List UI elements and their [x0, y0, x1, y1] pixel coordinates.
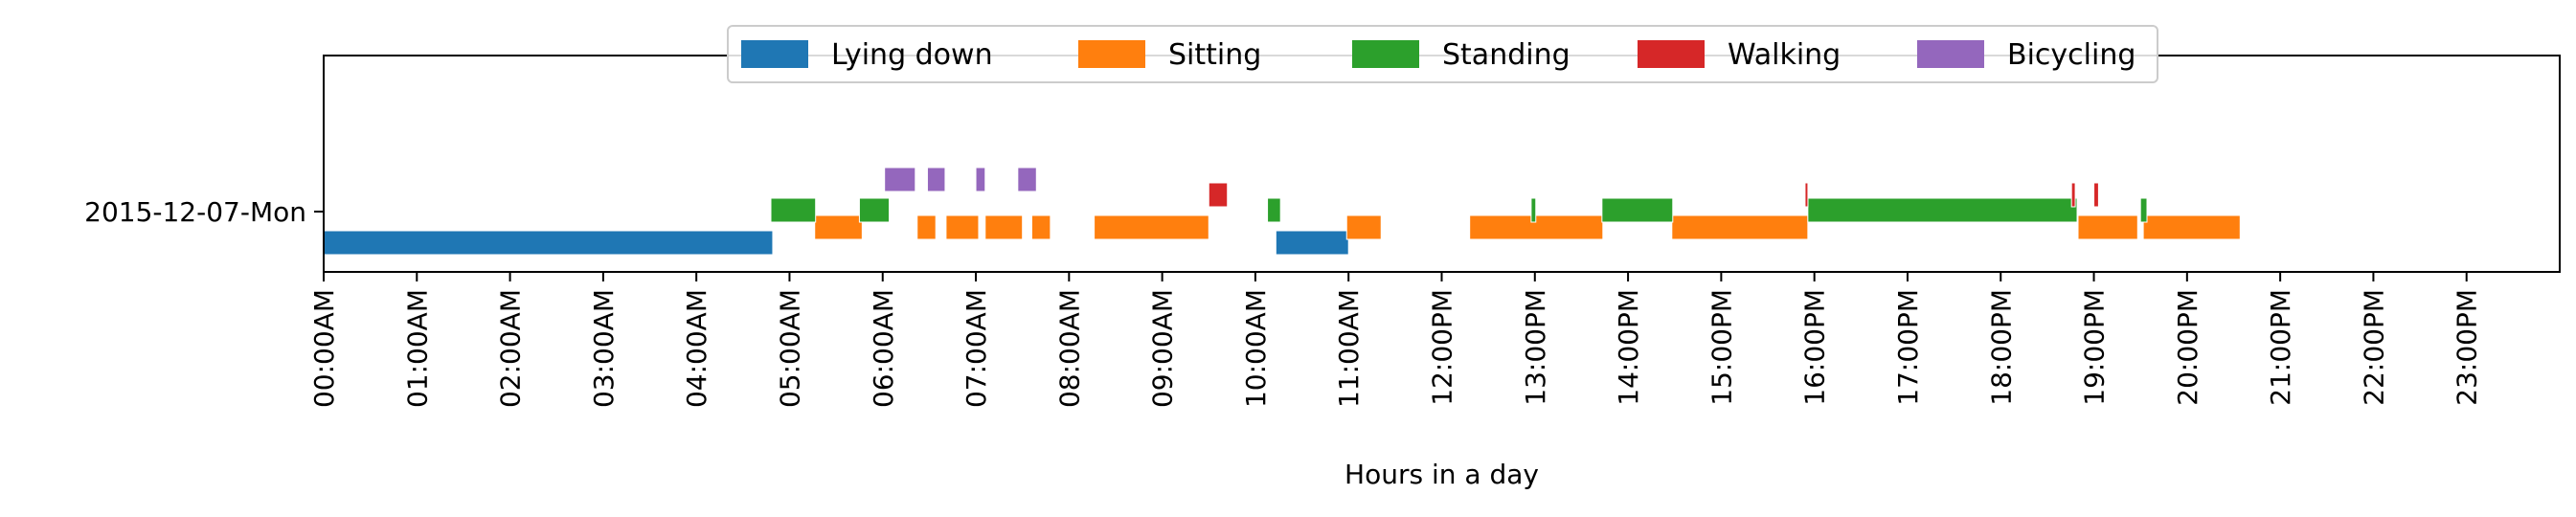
x-tick-label: 14:00PM [1613, 289, 1644, 406]
x-tick-label: 18:00PM [1985, 289, 2017, 406]
legend-label: Standing [1442, 38, 1570, 72]
legend-entry-standing: Standing [1352, 38, 1570, 72]
bar-sitting-8 [1671, 214, 1809, 240]
x-tick-label: 05:00AM [774, 289, 805, 408]
legend-entry-lying-down: Lying down [741, 38, 993, 72]
bar-standing-6 [2139, 197, 2148, 223]
bar-standing-5 [1807, 197, 2078, 223]
bar-sitting-9 [2077, 214, 2138, 240]
x-tick-label: 22:00PM [2358, 289, 2389, 406]
x-tick-label: 08:00AM [1053, 289, 1085, 408]
x-axis: 00:00AM 01:00AM 02:00AM 03:00AM 04:00AM 05:00… [308, 272, 2483, 408]
legend-label: Sitting [1168, 38, 1261, 72]
series-walking [1208, 182, 2099, 208]
bar-walking-2 [2070, 182, 2076, 208]
timeline-bars [323, 167, 2241, 256]
legend-swatch [741, 40, 808, 68]
x-tick-label: 07:00AM [960, 289, 992, 408]
x-tick-label: 17:00PM [1892, 289, 1924, 406]
y-axis: 2015-12-07-Mon [84, 196, 324, 228]
x-tick-label: 11:00AM [1333, 289, 1365, 408]
bar-standing-3 [1530, 197, 1537, 223]
x-axis-label: Hours in a day [1344, 459, 1539, 490]
x-tick-label: 16:00PM [1799, 289, 1831, 406]
legend-entry-walking: Walking [1638, 38, 1841, 72]
bar-sitting-1 [916, 214, 937, 240]
x-tick-label: 21:00PM [2265, 289, 2296, 406]
legend-entry-bicycling: Bicycling [1917, 38, 2135, 72]
bar-sitting-5 [1094, 214, 1209, 240]
x-tick-label: 06:00AM [868, 289, 899, 408]
x-tick-label: 02:00AM [495, 289, 527, 408]
bar-sitting-6 [1345, 214, 1382, 240]
bar-bicycling-1 [926, 167, 946, 192]
legend-swatch [1352, 40, 1419, 68]
series-bicycling [884, 167, 1037, 192]
x-tick-label: 12:00PM [1427, 289, 1458, 406]
legend-label: Walking [1728, 38, 1841, 72]
x-tick-label: 23:00PM [2452, 289, 2483, 406]
y-tick-label: 2015-12-07-Mon [84, 196, 306, 228]
x-tick-label: 01:00AM [401, 289, 433, 408]
bar-walking-0 [1208, 182, 1229, 208]
bar-sitting-2 [945, 214, 980, 240]
legend-swatch [1638, 40, 1705, 68]
bar-lying-down-1 [1275, 230, 1349, 256]
x-tick-label: 13:00PM [1520, 289, 1551, 406]
x-tick-label: 19:00PM [2079, 289, 2111, 406]
legend-swatch [1078, 40, 1145, 68]
legend-label: Lying down [831, 38, 993, 72]
legend: Lying down Sitting Standing Walking Bicyclin… [727, 25, 2158, 83]
bar-sitting-0 [814, 214, 863, 240]
bar-standing-1 [858, 197, 891, 223]
x-tick-label: 15:00PM [1706, 289, 1737, 406]
bar-standing-2 [1267, 197, 1281, 223]
series-standing [770, 197, 2148, 223]
bar-walking-3 [2093, 182, 2099, 208]
bar-sitting-4 [1030, 214, 1051, 240]
bar-bicycling-3 [1017, 167, 1037, 192]
legend-entry-sitting: Sitting [1078, 38, 1261, 72]
series-lying-down [323, 230, 1349, 256]
legend-label: Bicycling [2007, 38, 2135, 72]
bar-bicycling-2 [975, 167, 986, 192]
x-tick-label: 10:00AM [1240, 289, 1272, 408]
x-tick-label: 04:00AM [681, 289, 712, 408]
series-sitting [814, 214, 2241, 240]
bar-sitting-3 [984, 214, 1024, 240]
bar-sitting-10 [2142, 214, 2241, 240]
x-tick-label: 20:00PM [2172, 289, 2203, 406]
bar-walking-1 [1804, 182, 1809, 208]
bar-lying-down-0 [323, 230, 774, 256]
bar-standing-0 [770, 197, 817, 223]
legend-swatch [1917, 40, 1984, 68]
x-tick-label: 00:00AM [308, 289, 340, 408]
bar-bicycling-0 [884, 167, 916, 192]
legend-box [727, 25, 2158, 83]
x-tick-label: 03:00AM [588, 289, 620, 408]
bar-standing-4 [1601, 197, 1674, 223]
x-tick-label: 09:00AM [1147, 289, 1179, 408]
